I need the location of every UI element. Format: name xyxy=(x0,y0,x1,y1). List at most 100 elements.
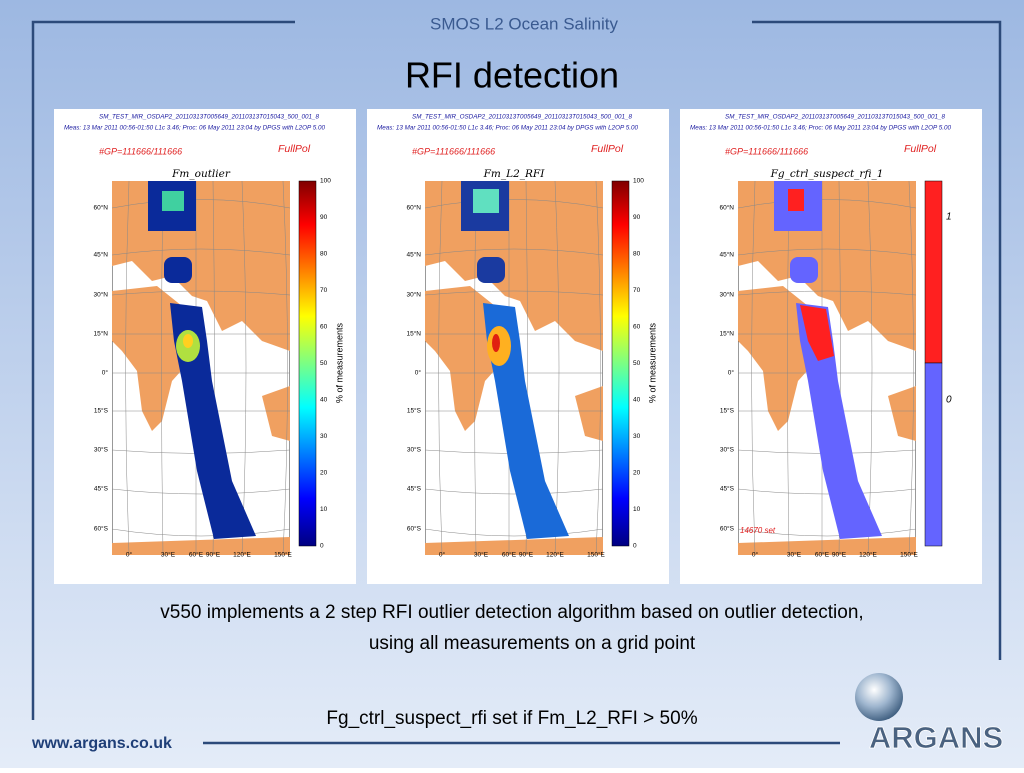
title: RFI detection xyxy=(405,55,619,96)
lat-label: 30°S xyxy=(720,446,735,454)
lat-label: 15°S xyxy=(94,407,109,415)
map-title: Fg_ctrl_suspect_rfi_1 xyxy=(770,168,884,180)
colorbar-tick: 40 xyxy=(320,397,328,404)
colorbar-tick: 70 xyxy=(320,287,328,294)
logo-globe xyxy=(855,673,903,721)
lon-label: 150°E xyxy=(900,551,918,559)
colorbar-tick: 10 xyxy=(320,506,328,513)
lat-label: 45°S xyxy=(407,485,422,493)
lat-label: 60°S xyxy=(94,525,109,533)
note: 14670 set xyxy=(740,526,776,535)
panel: SM_TEST_MIR_OSDAP2_20110313T005649_20110… xyxy=(54,109,356,584)
colorbar-tick: 80 xyxy=(320,251,328,258)
lat-label: 45°S xyxy=(94,485,109,493)
lat-label: 30°N xyxy=(719,291,734,299)
lat-label: 15°S xyxy=(720,407,735,415)
lat-label: 45°S xyxy=(720,485,735,493)
lat-label: 15°N xyxy=(719,330,734,338)
grid-points: #GP=111666/111666 xyxy=(725,146,808,156)
lat-label: 0° xyxy=(728,369,735,377)
colorbar-tick: 60 xyxy=(320,324,328,331)
lat-label: 0° xyxy=(102,369,109,377)
lon-label: 30°E xyxy=(474,551,489,559)
footer-url: www.argans.co.uk xyxy=(31,735,172,752)
colorbar-tick: 90 xyxy=(633,214,641,221)
lat-label: 30°S xyxy=(407,446,422,454)
lon-label: 150°E xyxy=(274,551,292,559)
lat-label: 45°N xyxy=(719,251,734,259)
colorbar-tick: 0 xyxy=(946,395,952,406)
colorbar-tick: 100 xyxy=(320,178,331,185)
file-name: SM_TEST_MIR_OSDAP2_20110313T005649_20110… xyxy=(412,114,632,121)
lat-label: 30°N xyxy=(406,291,421,299)
colorbar-tick: 1 xyxy=(946,212,952,223)
lon-label: 60°E xyxy=(815,551,830,559)
lon-label: 120°E xyxy=(859,551,877,559)
colorbar-tick: 50 xyxy=(633,360,641,367)
logo: ARGANS xyxy=(869,720,1003,755)
lon-label: 90°E xyxy=(519,551,534,559)
lat-label: 60°N xyxy=(93,204,108,212)
grid-points: #GP=111666/111666 xyxy=(99,146,182,156)
lon-label: 90°E xyxy=(832,551,847,559)
colorbar-tick: 30 xyxy=(633,433,641,440)
meas-info: Meas: 13 Mar 2011 00:56-01:50 L1c 3.46; … xyxy=(377,125,639,132)
lon-label: 0° xyxy=(126,551,133,559)
grid-points: #GP=111666/111666 xyxy=(412,146,495,156)
lon-label: 60°E xyxy=(189,551,204,559)
meas-info: Meas: 13 Mar 2011 00:56-01:50 L1c 3.46; … xyxy=(690,125,952,132)
lon-label: 120°E xyxy=(546,551,564,559)
panel: SM_TEST_MIR_OSDAP2_20110313T005649_20110… xyxy=(680,109,982,584)
body-line: using all measurements on a grid point xyxy=(369,633,696,654)
lat-label: 15°N xyxy=(406,330,421,338)
pol-mode: FullPol xyxy=(904,143,937,155)
lat-label: 60°N xyxy=(406,204,421,212)
lon-label: 150°E xyxy=(587,551,605,559)
colorbar-tick: 30 xyxy=(320,433,328,440)
pol-mode: FullPol xyxy=(591,143,624,155)
map-title: Fm_L2_RFI xyxy=(483,168,546,180)
colorbar-tick: 10 xyxy=(633,506,641,513)
frame xyxy=(31,20,1002,745)
panel: SM_TEST_MIR_OSDAP2_20110313T005649_20110… xyxy=(367,109,669,584)
lat-label: 60°S xyxy=(407,525,422,533)
colorbar-tick: 70 xyxy=(633,287,641,294)
colorbar-tick: 20 xyxy=(320,470,328,477)
colorbar-tick: 90 xyxy=(320,214,328,221)
file-name: SM_TEST_MIR_OSDAP2_20110313T005649_20110… xyxy=(99,114,319,121)
lat-label: 60°S xyxy=(720,525,735,533)
lon-label: 90°E xyxy=(206,551,221,559)
body-line: v550 implements a 2 step RFI outlier det… xyxy=(160,602,863,623)
colorbar-tick: 40 xyxy=(633,397,641,404)
colorbar-tick: 80 xyxy=(633,251,641,258)
lat-label: 45°N xyxy=(406,251,421,259)
lat-label: 60°N xyxy=(719,204,734,212)
lon-label: 120°E xyxy=(233,551,251,559)
lon-label: 60°E xyxy=(502,551,517,559)
lon-label: 0° xyxy=(439,551,446,559)
lat-label: 45°N xyxy=(93,251,108,259)
lat-label: 15°S xyxy=(407,407,422,415)
subtitle: SMOS L2 Ocean Salinity xyxy=(430,14,619,33)
lon-label: 30°E xyxy=(161,551,176,559)
condition: Fg_ctrl_suspect_rfi set if Fm_L2_RFI > 5… xyxy=(326,708,697,729)
colorbar-tick: 50 xyxy=(320,360,328,367)
lat-label: 30°N xyxy=(93,291,108,299)
colorbar-tick: 60 xyxy=(633,324,641,331)
colorbar-label: % of measurements xyxy=(647,322,657,403)
map-title: Fm_outlier xyxy=(171,168,231,180)
lon-label: 0° xyxy=(752,551,759,559)
pol-mode: FullPol xyxy=(278,143,311,155)
lat-label: 15°N xyxy=(93,330,108,338)
colorbar-label: % of measurements xyxy=(334,322,344,403)
colorbar-tick: 100 xyxy=(633,178,644,185)
colorbar-tick: 0 xyxy=(320,543,324,550)
file-name: SM_TEST_MIR_OSDAP2_20110313T005649_20110… xyxy=(725,114,945,121)
lat-label: 0° xyxy=(415,369,422,377)
colorbar-tick: 20 xyxy=(633,470,641,477)
lon-label: 30°E xyxy=(787,551,802,559)
lat-label: 30°S xyxy=(94,446,109,454)
colorbar-tick: 0 xyxy=(633,543,637,550)
meas-info: Meas: 13 Mar 2011 00:56-01:50 L1c 3.46; … xyxy=(64,125,326,132)
